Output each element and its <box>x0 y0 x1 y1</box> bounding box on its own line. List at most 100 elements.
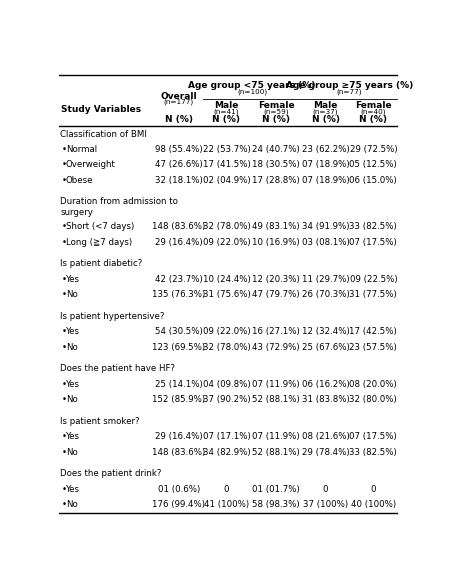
Text: 176 (99.4%): 176 (99.4%) <box>152 501 205 509</box>
Text: •: • <box>62 380 66 389</box>
Text: 07 (17.5%): 07 (17.5%) <box>349 238 397 246</box>
Text: 40 (100%): 40 (100%) <box>351 501 396 509</box>
Text: 06 (16.2%): 06 (16.2%) <box>302 380 349 389</box>
Text: •: • <box>62 290 66 299</box>
Text: 31 (77.5%): 31 (77.5%) <box>349 290 397 299</box>
Text: Duration from admission to: Duration from admission to <box>60 197 178 206</box>
Text: 17 (42.5%): 17 (42.5%) <box>349 327 397 336</box>
Text: Long (≧7 days): Long (≧7 days) <box>66 238 132 246</box>
Text: 152 (85.9%): 152 (85.9%) <box>152 396 205 404</box>
Text: 02 (04.9%): 02 (04.9%) <box>202 176 250 185</box>
Text: •: • <box>62 238 66 246</box>
Text: 07 (11.9%): 07 (11.9%) <box>252 433 300 441</box>
Text: 37 (100%): 37 (100%) <box>303 501 348 509</box>
Text: 0: 0 <box>224 485 229 494</box>
Text: 18 (30.5%): 18 (30.5%) <box>252 161 300 169</box>
Text: •: • <box>62 145 66 154</box>
Text: Is patient hypertensive?: Is patient hypertensive? <box>60 312 165 321</box>
Text: Study Variables: Study Variables <box>61 106 141 114</box>
Text: N (%): N (%) <box>212 115 240 124</box>
Text: 11 (29.7%): 11 (29.7%) <box>302 275 349 284</box>
Text: 07 (18.9%): 07 (18.9%) <box>302 161 349 169</box>
Text: 04 (09.8%): 04 (09.8%) <box>202 380 250 389</box>
Text: Overweight: Overweight <box>66 161 116 169</box>
Text: No: No <box>66 343 78 352</box>
Text: •: • <box>62 327 66 336</box>
Text: •: • <box>62 448 66 457</box>
Text: 52 (88.1%): 52 (88.1%) <box>252 448 300 457</box>
Text: No: No <box>66 290 78 299</box>
Text: (n=177): (n=177) <box>164 99 194 106</box>
Text: 148 (83.6%): 148 (83.6%) <box>152 222 205 231</box>
Text: 26 (70.3%): 26 (70.3%) <box>302 290 349 299</box>
Text: (n=59): (n=59) <box>263 108 289 115</box>
Text: 16 (27.1%): 16 (27.1%) <box>252 327 300 336</box>
Text: N (%): N (%) <box>164 115 192 124</box>
Text: Short (<7 days): Short (<7 days) <box>66 222 134 231</box>
Text: 49 (83.1%): 49 (83.1%) <box>252 222 300 231</box>
Text: 17 (28.8%): 17 (28.8%) <box>252 176 300 185</box>
Text: 29 (78.4%): 29 (78.4%) <box>302 448 349 457</box>
Text: Classification of BMI: Classification of BMI <box>60 129 147 139</box>
Text: Age group ≥75 years (%): Age group ≥75 years (%) <box>286 81 413 90</box>
Text: (n=100): (n=100) <box>237 89 267 95</box>
Text: (n=41): (n=41) <box>214 108 239 115</box>
Text: Male: Male <box>214 101 238 110</box>
Text: Normal: Normal <box>66 145 97 154</box>
Text: 37 (90.2%): 37 (90.2%) <box>202 396 250 404</box>
Text: 33 (82.5%): 33 (82.5%) <box>349 448 397 457</box>
Text: 34 (82.9%): 34 (82.9%) <box>202 448 250 457</box>
Text: N (%): N (%) <box>359 115 387 124</box>
Text: 98 (55.4%): 98 (55.4%) <box>155 145 202 154</box>
Text: No: No <box>66 448 78 457</box>
Text: 54 (30.5%): 54 (30.5%) <box>155 327 202 336</box>
Text: 0: 0 <box>371 485 376 494</box>
Text: (n=37): (n=37) <box>313 108 338 115</box>
Text: 07 (11.9%): 07 (11.9%) <box>252 380 300 389</box>
Text: 17 (41.5%): 17 (41.5%) <box>202 161 250 169</box>
Text: 09 (22.0%): 09 (22.0%) <box>202 238 250 246</box>
Text: Yes: Yes <box>66 380 80 389</box>
Text: •: • <box>62 485 66 494</box>
Text: 32 (78.0%): 32 (78.0%) <box>202 222 250 231</box>
Text: 24 (40.7%): 24 (40.7%) <box>252 145 300 154</box>
Text: 47 (79.7%): 47 (79.7%) <box>252 290 300 299</box>
Text: N (%): N (%) <box>311 115 339 124</box>
Text: 22 (53.7%): 22 (53.7%) <box>202 145 250 154</box>
Text: 33 (82.5%): 33 (82.5%) <box>349 222 397 231</box>
Text: 32 (78.0%): 32 (78.0%) <box>202 343 250 352</box>
Text: 06 (15.0%): 06 (15.0%) <box>349 176 397 185</box>
Text: 29 (16.4%): 29 (16.4%) <box>155 238 202 246</box>
Text: 10 (16.9%): 10 (16.9%) <box>252 238 300 246</box>
Text: 43 (72.9%): 43 (72.9%) <box>252 343 300 352</box>
Text: Male: Male <box>313 101 338 110</box>
Text: 25 (67.6%): 25 (67.6%) <box>302 343 349 352</box>
Text: 32 (80.0%): 32 (80.0%) <box>349 396 397 404</box>
Text: •: • <box>62 176 66 185</box>
Text: 0: 0 <box>323 485 328 494</box>
Text: 23 (57.5%): 23 (57.5%) <box>349 343 397 352</box>
Text: •: • <box>62 222 66 231</box>
Text: Yes: Yes <box>66 433 80 441</box>
Text: 03 (08.1%): 03 (08.1%) <box>302 238 349 246</box>
Text: 08 (20.0%): 08 (20.0%) <box>349 380 397 389</box>
Text: Is patient smoker?: Is patient smoker? <box>60 417 140 426</box>
Text: •: • <box>62 275 66 284</box>
Text: 12 (20.3%): 12 (20.3%) <box>252 275 300 284</box>
Text: •: • <box>62 501 66 509</box>
Text: No: No <box>66 501 78 509</box>
Text: 12 (32.4%): 12 (32.4%) <box>302 327 349 336</box>
Text: Female: Female <box>258 101 294 110</box>
Text: Does the patient drink?: Does the patient drink? <box>60 469 162 478</box>
Text: 31 (83.8%): 31 (83.8%) <box>302 396 349 404</box>
Text: Obese: Obese <box>66 176 93 185</box>
Text: 09 (22.5%): 09 (22.5%) <box>349 275 397 284</box>
Text: Yes: Yes <box>66 485 80 494</box>
Text: 34 (91.9%): 34 (91.9%) <box>302 222 349 231</box>
Text: 148 (83.6%): 148 (83.6%) <box>152 448 205 457</box>
Text: 10 (24.4%): 10 (24.4%) <box>202 275 250 284</box>
Text: 52 (88.1%): 52 (88.1%) <box>252 396 300 404</box>
Text: 41 (100%): 41 (100%) <box>204 501 249 509</box>
Text: 07 (17.1%): 07 (17.1%) <box>202 433 250 441</box>
Text: 32 (18.1%): 32 (18.1%) <box>155 176 202 185</box>
